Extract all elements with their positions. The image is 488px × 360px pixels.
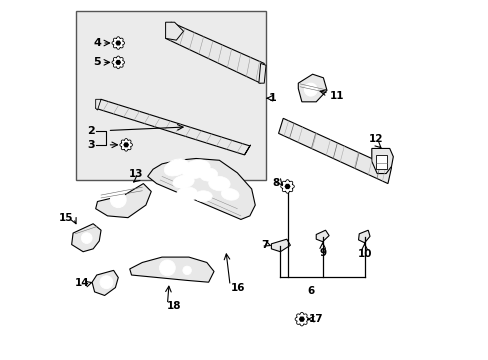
Text: 12: 12: [368, 134, 383, 144]
Polygon shape: [147, 158, 255, 220]
Ellipse shape: [173, 175, 194, 188]
Bar: [376, 155, 386, 169]
Polygon shape: [244, 145, 250, 155]
Polygon shape: [294, 312, 308, 326]
Polygon shape: [129, 257, 214, 282]
Polygon shape: [96, 99, 249, 155]
Polygon shape: [165, 22, 183, 40]
Text: 11: 11: [329, 91, 344, 101]
Polygon shape: [358, 230, 369, 243]
Ellipse shape: [164, 159, 188, 176]
Polygon shape: [96, 184, 151, 218]
Text: 7: 7: [261, 240, 268, 250]
Polygon shape: [92, 270, 118, 296]
Text: 14: 14: [75, 278, 89, 288]
Text: 16: 16: [231, 283, 245, 293]
Text: 2: 2: [87, 126, 94, 135]
Text: 6: 6: [306, 286, 314, 296]
Polygon shape: [120, 139, 132, 151]
Text: 10: 10: [357, 249, 371, 259]
Ellipse shape: [176, 187, 198, 202]
Circle shape: [110, 192, 126, 208]
Text: 9: 9: [319, 248, 325, 258]
Ellipse shape: [182, 160, 210, 179]
Circle shape: [183, 266, 191, 275]
Text: 15: 15: [59, 213, 73, 222]
Polygon shape: [298, 74, 326, 102]
Circle shape: [159, 260, 175, 276]
Text: 4: 4: [93, 38, 101, 48]
Ellipse shape: [199, 168, 217, 181]
Polygon shape: [165, 22, 264, 83]
Polygon shape: [271, 239, 290, 252]
Ellipse shape: [194, 191, 212, 202]
Text: 3: 3: [87, 140, 94, 150]
Polygon shape: [280, 180, 294, 193]
Circle shape: [304, 83, 317, 96]
Polygon shape: [116, 60, 120, 64]
Text: 13: 13: [129, 169, 143, 179]
Polygon shape: [112, 37, 124, 49]
Text: 1: 1: [268, 93, 276, 103]
Polygon shape: [258, 63, 265, 83]
Text: 8: 8: [271, 177, 279, 188]
Polygon shape: [72, 224, 101, 252]
Text: 5: 5: [93, 57, 101, 67]
Circle shape: [100, 276, 113, 289]
Polygon shape: [96, 99, 101, 110]
Polygon shape: [316, 230, 328, 242]
Polygon shape: [116, 41, 120, 45]
Polygon shape: [285, 184, 289, 188]
Polygon shape: [124, 143, 128, 147]
Bar: [76, 12, 265, 180]
Text: 18: 18: [166, 301, 181, 311]
Text: 17: 17: [308, 314, 322, 324]
Polygon shape: [278, 118, 391, 184]
Ellipse shape: [208, 176, 230, 191]
Ellipse shape: [221, 189, 239, 200]
Polygon shape: [371, 148, 392, 174]
Polygon shape: [299, 317, 304, 321]
Polygon shape: [112, 56, 124, 69]
Circle shape: [81, 233, 92, 243]
